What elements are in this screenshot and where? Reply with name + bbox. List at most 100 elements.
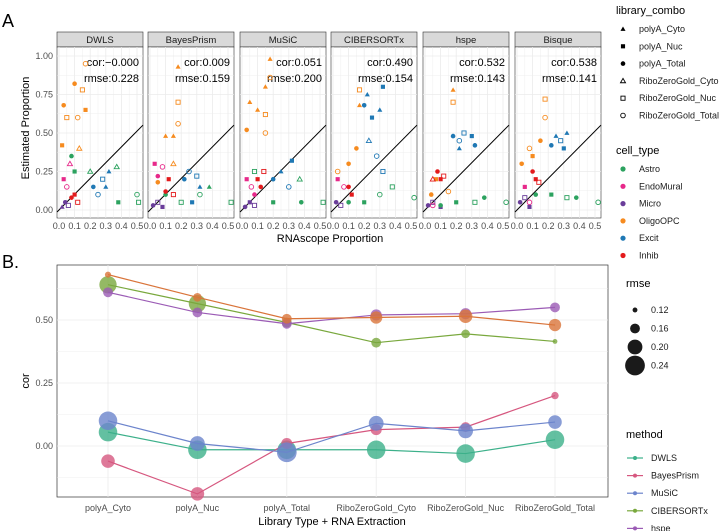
- data-point-inhib: [441, 173, 447, 179]
- data-point-endomural: [341, 184, 347, 190]
- data-point: [281, 313, 292, 324]
- cor-annotation: cor:−0.000: [87, 57, 139, 69]
- legend-color-icon: [620, 166, 626, 172]
- cor-annotation: cor:0.532: [459, 57, 505, 69]
- data-point-excit: [270, 176, 276, 182]
- data-point-astro: [116, 200, 121, 205]
- data-point-astro: [573, 195, 579, 200]
- data-point-oligoopc: [83, 107, 88, 112]
- data-point-excit: [100, 176, 106, 182]
- x-tick-label: 0.4: [573, 221, 586, 231]
- data-point-oligoopc: [356, 102, 363, 108]
- identity-line: [239, 124, 327, 213]
- x-tick-label: 0.2: [542, 221, 555, 231]
- data-point-micro: [155, 199, 161, 205]
- data-point-excit: [380, 168, 386, 175]
- facet-strip-label: hspe: [456, 35, 477, 46]
- legend-shape-icon: [620, 26, 626, 31]
- data-point-astro: [72, 169, 77, 174]
- data-point-oligoopc: [247, 99, 253, 105]
- identity-line: [422, 124, 510, 213]
- x-tick-label: 0.4: [115, 221, 128, 231]
- data-point-inhib: [258, 184, 264, 190]
- data-point-excit: [549, 143, 554, 148]
- data-point-inhib: [429, 175, 437, 182]
- identity-line: [330, 124, 418, 213]
- x-tick-label: 0.3: [374, 221, 387, 231]
- legend-size-icon: [627, 339, 643, 355]
- cor-annotation: cor:0.490: [367, 57, 413, 69]
- series-line: [107, 431, 556, 455]
- data-point-inhib: [170, 192, 176, 198]
- data-point-endomural: [248, 184, 255, 190]
- data-point-astro: [503, 199, 509, 206]
- x-tick-label: RiboZeroGold_Total: [515, 503, 595, 513]
- x-tick-label: 0.1: [526, 221, 539, 231]
- data-point-micro: [333, 200, 339, 205]
- data-point: [104, 271, 112, 278]
- data-point-endomural: [252, 192, 257, 197]
- facet-panel: [239, 46, 327, 219]
- rmse-annotation: rmse:0.143: [450, 73, 505, 85]
- data-point-micro: [430, 199, 436, 205]
- legend-color-icon: [620, 252, 626, 259]
- data-point-astro: [134, 191, 140, 198]
- data-point-oligoopc: [175, 99, 181, 105]
- x-tick-label: 0.4: [481, 221, 494, 231]
- data-point-oligoopc: [244, 127, 249, 133]
- data-point: [458, 309, 473, 323]
- data-point-endomural: [159, 164, 166, 170]
- rmse-annotation: rmse:0.141: [542, 73, 597, 85]
- data-point-endomural: [430, 202, 436, 209]
- legend-item-cell-type: Astro: [639, 164, 660, 174]
- x-tick-label: 0.5: [131, 221, 144, 231]
- data-point-endomural: [64, 184, 70, 190]
- data-point-astro: [69, 153, 74, 159]
- data-point-excit: [278, 168, 284, 174]
- legend-item-method: CIBERSORTx: [651, 506, 708, 516]
- data-point: [366, 440, 386, 460]
- data-point-endomural: [244, 177, 249, 182]
- data-point-endomural: [155, 173, 161, 179]
- legend-title-library-combo: library_combo: [616, 5, 685, 17]
- line-panel: [56, 264, 609, 498]
- legend-point-icon: [633, 473, 637, 478]
- x-tick-label: 0.2: [84, 221, 97, 231]
- data-point-oligoopc: [538, 138, 543, 143]
- x-tick-label: polyA_Cyto: [85, 503, 131, 513]
- series-line: [107, 284, 556, 344]
- data-point-inhib: [75, 199, 81, 205]
- x-tick-label: 0.3: [191, 221, 204, 231]
- y-tick-label: 0.50: [35, 315, 53, 325]
- legend-item-cell-type: EndoMural: [639, 181, 683, 191]
- data-point-oligoopc: [75, 144, 83, 151]
- data-point-oligoopc: [61, 102, 66, 108]
- data-point: [548, 318, 562, 332]
- data-point-astro: [564, 195, 570, 201]
- legend-item-cell-type: OligoOPC: [639, 216, 680, 226]
- legend-item-method: MuSiC: [651, 488, 679, 498]
- data-point-oligoopc: [255, 107, 261, 112]
- legend-item-cell-type: Excit: [639, 233, 659, 243]
- data-point-astro: [533, 192, 539, 197]
- data-point-inhib: [72, 192, 77, 197]
- data-point-inhib: [346, 184, 351, 190]
- data-point: [193, 293, 202, 302]
- data-point-astro: [228, 199, 234, 205]
- data-point-excit: [197, 184, 203, 189]
- data-point-micro: [251, 202, 258, 208]
- legend-item-cell-type: Inhib: [639, 251, 659, 261]
- cor-annotation: cor:0.051: [276, 57, 322, 69]
- x-tick-label: 0.5: [497, 221, 510, 231]
- data-point-oligoopc: [445, 188, 452, 195]
- data-point-excit: [377, 107, 383, 112]
- data-point: [370, 311, 383, 324]
- facet-panel: [514, 46, 602, 219]
- data-point-oligoopc: [175, 121, 181, 127]
- panel-label-b: B.: [2, 252, 19, 272]
- data-point-oligoopc: [542, 96, 548, 102]
- legend-title-cell-type: cell_type: [616, 145, 659, 157]
- data-point-astro: [362, 200, 367, 205]
- data-point-oligoopc: [354, 146, 359, 151]
- y-tick-label: 0.00: [35, 205, 53, 215]
